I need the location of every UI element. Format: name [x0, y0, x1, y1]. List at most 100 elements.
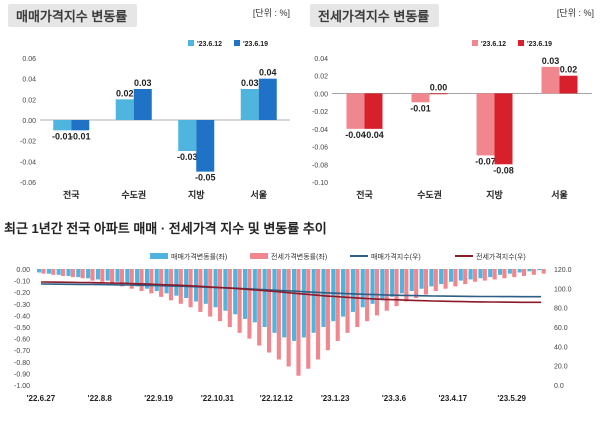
left-tick-label: -0.20 [14, 290, 30, 297]
data-label: -0.01 [52, 131, 73, 141]
jeonse-change-bar [374, 269, 379, 316]
bar [196, 120, 215, 172]
category-label: 서울 [250, 189, 267, 200]
jeonse-change-bar [335, 269, 340, 341]
sale-change-bar [488, 269, 493, 278]
jeonse-panel-unit: [단위 : %] [556, 8, 594, 18]
sale-change-bar [252, 269, 257, 323]
category-label: 지방 [188, 189, 205, 200]
data-label: 0.03 [134, 78, 152, 88]
sale-change-bar [399, 269, 405, 294]
jeonse-change-bar [51, 269, 56, 275]
legend-label: '23.6.19 [243, 41, 268, 48]
data-label: -0.05 [195, 173, 216, 183]
y-tick-label: -0.06 [20, 180, 36, 187]
trend-section-title: 최근 1년간 전국 아파트 매매 · 전세가격 지수 및 변동률 추이 [4, 221, 327, 236]
sale-change-panel: 매매가격지수 변동률 [단위 : %] 0.06 0.04 0.02 0.00 -0.0… [0, 0, 296, 208]
jeonse-change-bar [149, 269, 154, 294]
sale-change-bar [95, 269, 100, 280]
y-tick-label: -0.10 [312, 180, 328, 187]
right-tick-label: 100.0 [554, 286, 572, 293]
sale-change-bar [350, 269, 355, 312]
sale-change-bar [517, 269, 522, 273]
category-label: 전국 [356, 189, 373, 200]
jeonse-change-bar [404, 269, 409, 302]
jeonse-change-bar [443, 269, 448, 289]
sale-change-bar [497, 269, 503, 275]
sale-change-bar [429, 269, 434, 287]
jeonse-change-bar [100, 269, 105, 282]
jeonse-change-bar [384, 269, 389, 311]
sale-change-bar [262, 269, 267, 327]
jeonse-change-bar [512, 269, 517, 278]
right-tick-label: 120.0 [554, 267, 572, 274]
data-label: -0.01 [410, 103, 431, 113]
bar [115, 99, 134, 120]
bar [53, 120, 72, 131]
sale-change-bar [154, 269, 159, 292]
right-tick-label: 20.0 [554, 364, 568, 371]
jeonse-change-bar [453, 269, 458, 287]
jeonse-change-bar [70, 269, 75, 278]
sale-change-bar [282, 269, 287, 338]
category-label: 지방 [486, 189, 503, 200]
sale-change-bar [223, 269, 228, 311]
y-tick-label: -0.04 [20, 159, 36, 166]
data-label: 0.02 [116, 88, 134, 98]
data-label: -0.03 [177, 152, 198, 162]
legend-swatch [234, 40, 240, 46]
sale-change-bar [164, 269, 169, 294]
left-tick-label: -0.70 [14, 348, 30, 355]
legend-label: '23.6.12 [481, 41, 506, 48]
jeonse-change-bar [188, 269, 193, 308]
jeonse-change-bar [217, 269, 223, 322]
jeonse-change-bar [316, 269, 321, 360]
jeonse-change-bar [345, 269, 350, 333]
left-tick-label: -0.50 [14, 325, 30, 332]
data-label: -0.08 [493, 165, 514, 175]
bar [258, 78, 277, 120]
y-tick-label: -0.06 [312, 145, 328, 152]
data-label: 0.04 [259, 68, 277, 78]
right-tick-label: 0.0 [554, 383, 564, 390]
jeonse-change-bar [266, 269, 272, 353]
sale-change-bar [37, 269, 42, 273]
sale-change-chart: 0.06 0.04 0.02 0.00 -0.02 -0.04 -0.06 '23.6.12 '… [20, 40, 290, 200]
category-label: 전국 [63, 189, 80, 200]
sale-change-bar [360, 269, 365, 308]
sale-change-bar [233, 269, 238, 315]
sale-change-bar [380, 269, 385, 301]
y-tick-label: 0.06 [22, 56, 36, 63]
jeonse-change-bar [286, 269, 291, 367]
data-label: -0.07 [475, 156, 496, 166]
jeonse-panel-title: 전세가격지수 변동률 [310, 4, 440, 27]
jeonse-change-bar [502, 269, 507, 279]
sale-change-bar [76, 269, 81, 278]
sale-change-bar [439, 269, 444, 285]
y-tick-label: 0.04 [22, 77, 36, 84]
x-tick-label: '22.6.27 [27, 394, 56, 403]
legend-label: 매매가격지수(우) [371, 252, 421, 261]
data-label: 0.00 [430, 82, 448, 92]
legend-label: 전세가격지수(우) [476, 252, 526, 261]
left-tick-label: -0.30 [14, 302, 30, 309]
jeonse-change-panel: 전세가격지수 변동률 [단위 : %] 0.04 0.02 0.00 -0.02 -0.… [302, 0, 600, 208]
jeonse-change-bar [119, 269, 124, 287]
jeonse-change-bar [237, 269, 242, 333]
y-tick-label: 0.04 [314, 56, 328, 63]
data-label: 0.03 [241, 78, 259, 88]
data-label: -0.04 [363, 130, 384, 140]
jeonse-change-bar [521, 269, 527, 276]
jeonse-change-bar [129, 269, 134, 289]
sale-change-bar [458, 269, 463, 281]
x-tick-label: '23.5.29 [497, 394, 526, 403]
data-label: -0.04 [345, 130, 366, 140]
jeonse-change-bar [296, 269, 301, 376]
jeonse-change-bar [394, 269, 399, 307]
sale-change-bar [478, 269, 483, 279]
sale-change-bar [46, 269, 51, 274]
legend-swatch [150, 253, 168, 259]
right-tick-label: 80.0 [554, 306, 568, 313]
left-tick-label: -0.10 [14, 279, 30, 286]
data-label: 0.02 [560, 65, 578, 75]
